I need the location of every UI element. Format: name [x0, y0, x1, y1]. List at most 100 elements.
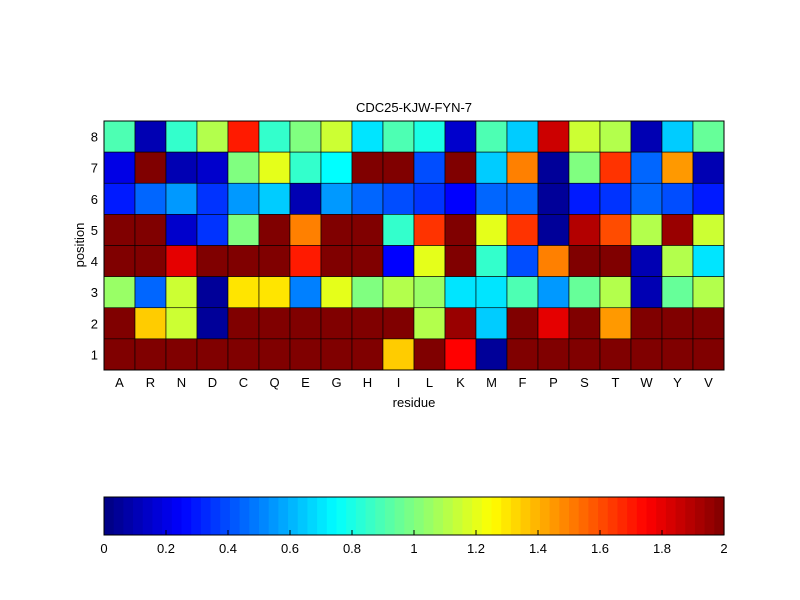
colorbar-band — [326, 497, 338, 535]
heatmap-cell — [351, 307, 384, 340]
heatmap-cell — [444, 182, 477, 215]
x-tick-label: W — [640, 375, 653, 390]
heatmap-cell — [568, 338, 601, 371]
colorbar-band — [220, 497, 231, 535]
colorbar-band — [520, 497, 531, 535]
x-tick-label: R — [146, 375, 155, 390]
heatmap-cell — [537, 276, 570, 309]
heatmap-cell — [692, 276, 725, 309]
heatmap-cell — [692, 120, 725, 153]
heatmap-cell — [351, 245, 384, 277]
colorbar-band — [113, 497, 124, 535]
heatmap-cell — [599, 151, 632, 184]
heatmap-cell — [475, 276, 508, 309]
colorbar-band — [452, 497, 464, 535]
colorbar-band — [365, 497, 376, 535]
heatmap-cell — [320, 120, 353, 153]
heatmap-cell — [103, 182, 136, 215]
heatmap-cell — [692, 245, 725, 277]
heatmap-cell — [475, 245, 508, 277]
heatmap-cell — [413, 214, 446, 246]
heatmap-cell — [630, 151, 663, 184]
heatmap-cell — [599, 245, 632, 277]
heatmap-cell — [320, 307, 353, 340]
colorbar-band — [229, 497, 241, 535]
heatmap-cell — [692, 338, 725, 371]
heatmap-cell — [227, 276, 260, 309]
heatmap-cell — [599, 338, 632, 371]
colorbar-band — [317, 497, 328, 535]
colorbar-band — [501, 497, 512, 535]
x-tick-label: E — [301, 375, 310, 390]
heatmap-cell — [165, 338, 198, 371]
chart-title: CDC25-KJW-FYN-7 — [356, 100, 472, 115]
colorbar-band — [336, 497, 347, 535]
heatmap-cell — [134, 307, 167, 340]
colorbar-band — [559, 497, 570, 535]
heatmap-cell — [568, 151, 601, 184]
heatmap-cell — [413, 151, 446, 184]
colorbar-band — [462, 497, 473, 535]
colorbar-band — [355, 497, 367, 535]
x-tick-label: Y — [673, 375, 682, 390]
heatmap-cells — [103, 120, 725, 371]
colorbar-band — [714, 497, 725, 535]
colorbar-band — [481, 497, 493, 535]
heatmap-cell — [103, 276, 136, 309]
heatmap-cell — [227, 338, 260, 371]
x-tick-label: G — [331, 375, 341, 390]
colorbar-band — [171, 497, 183, 535]
heatmap-cell — [506, 182, 539, 215]
heatmap-cell — [258, 276, 291, 309]
colorbar-band — [578, 497, 589, 535]
heatmap-cell — [661, 214, 694, 246]
y-tick-label: 1 — [91, 347, 98, 362]
heatmap-cell — [382, 338, 415, 371]
heatmap-cell — [413, 338, 446, 371]
y-tick-label: 2 — [91, 316, 98, 331]
colorbar — [104, 497, 725, 535]
x-tick-label: H — [363, 375, 372, 390]
heatmap-cell — [692, 151, 725, 184]
heatmap-cell — [661, 182, 694, 215]
heatmap-cell — [289, 245, 322, 277]
x-tick-label: T — [612, 375, 620, 390]
heatmap-cell — [630, 182, 663, 215]
colorbar-band — [627, 497, 638, 535]
heatmap-cell — [227, 307, 260, 340]
colorbar-band — [162, 497, 173, 535]
heatmap-cell — [258, 120, 291, 153]
heatmap-cell — [227, 214, 260, 246]
x-tick-label: K — [456, 375, 465, 390]
colorbar-band — [384, 497, 396, 535]
colorbar-band — [414, 497, 425, 535]
heatmap-cell — [165, 151, 198, 184]
heatmap-cell — [351, 276, 384, 309]
heatmap-cell — [351, 151, 384, 184]
heatmap-cell — [196, 245, 229, 277]
heatmap-cell — [444, 338, 477, 371]
colorbar-band — [539, 497, 551, 535]
x-tick-label: A — [115, 375, 124, 390]
colorbar-band — [617, 497, 628, 535]
colorbar-band — [472, 497, 483, 535]
heatmap-cell — [289, 214, 322, 246]
heatmap-cell — [103, 338, 136, 371]
heatmap-cell — [227, 182, 260, 215]
heatmap-cell — [537, 151, 570, 184]
heatmap-cell — [506, 214, 539, 246]
heatmap-cell — [165, 214, 198, 246]
heatmap-cell — [134, 245, 167, 277]
heatmap-cell — [568, 276, 601, 309]
colorbar-band — [598, 497, 609, 535]
heatmap-cell — [413, 120, 446, 153]
heatmap-cell — [165, 120, 198, 153]
heatmap-cell — [630, 338, 663, 371]
y-tick-label: 5 — [91, 223, 98, 238]
heatmap-cell — [630, 276, 663, 309]
heatmap-cell — [258, 245, 291, 277]
heatmap-cell — [506, 151, 539, 184]
heatmap-cell — [258, 307, 291, 340]
heatmap-cell — [320, 151, 353, 184]
